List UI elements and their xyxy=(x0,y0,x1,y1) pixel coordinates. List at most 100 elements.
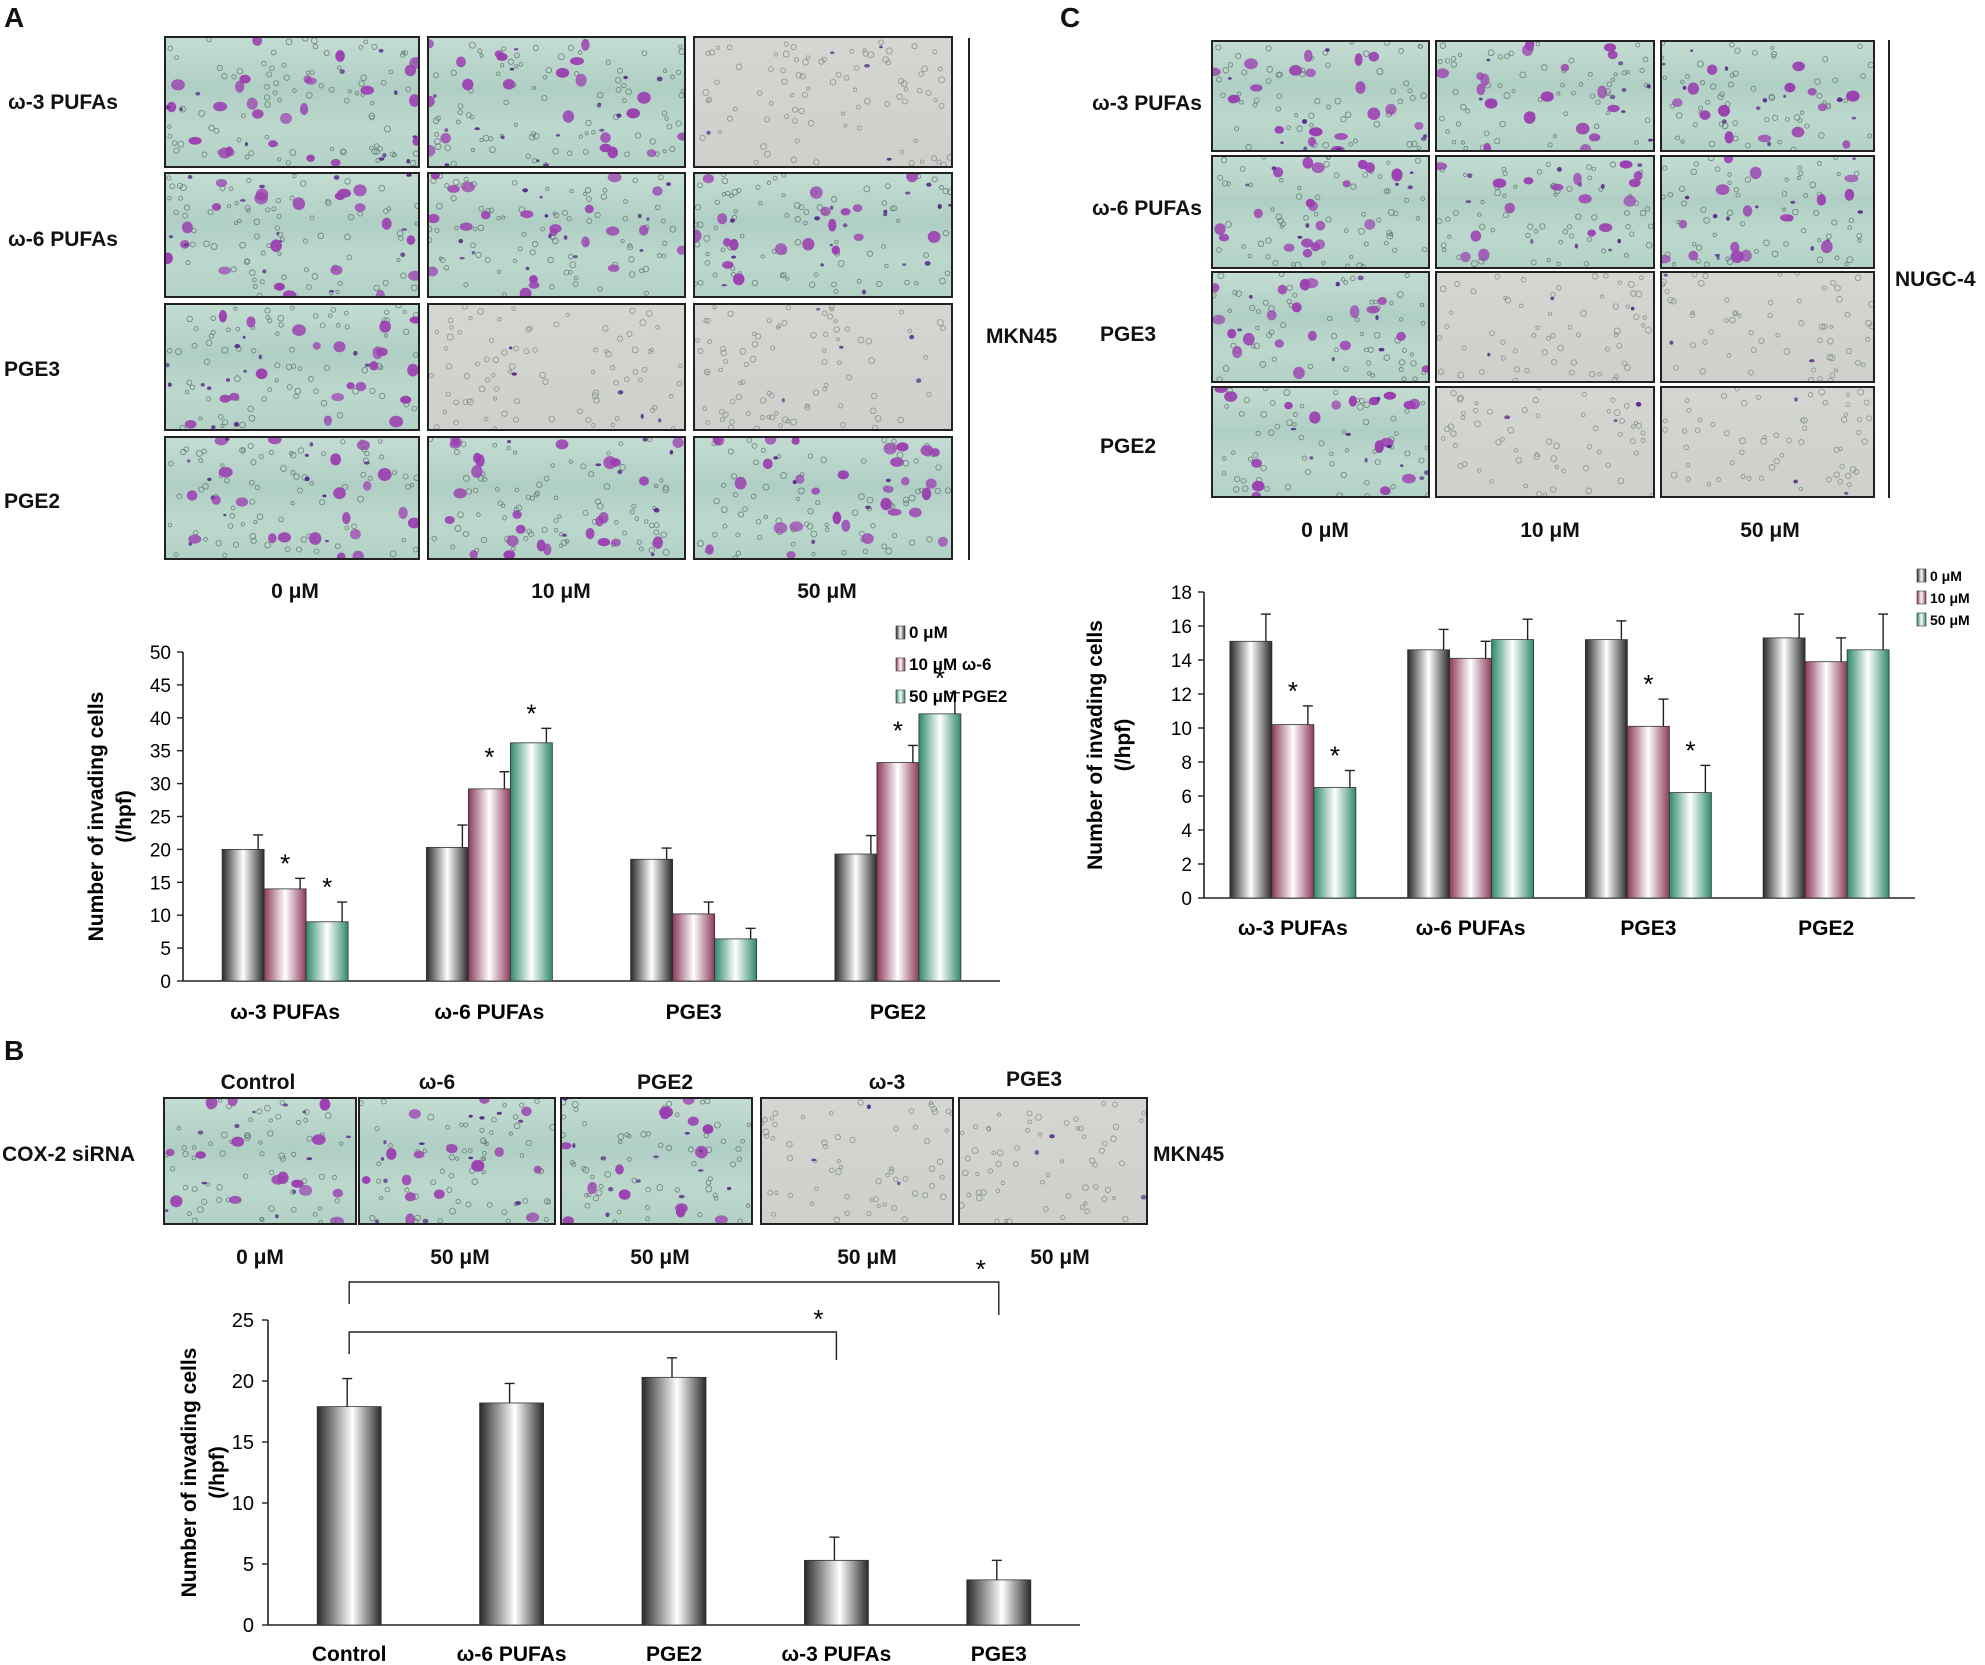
membrane-pore xyxy=(1463,146,1469,150)
stained-cell xyxy=(1383,391,1397,400)
membrane-pore xyxy=(759,414,765,420)
stained-cell xyxy=(608,1186,614,1192)
membrane-pore xyxy=(1610,77,1616,82)
membrane-pore xyxy=(794,138,800,144)
membrane-pore xyxy=(678,92,684,99)
membrane-pore xyxy=(567,44,574,51)
membrane-pore xyxy=(1336,492,1344,496)
membrane-pore xyxy=(400,272,407,279)
membrane-pore xyxy=(357,495,365,503)
micrograph-texture xyxy=(429,38,684,166)
membrane-pore xyxy=(616,1209,622,1215)
stained-cell xyxy=(1290,427,1297,431)
membrane-pore xyxy=(960,1130,965,1136)
membrane-pore xyxy=(1035,1113,1043,1121)
membrane-pore xyxy=(264,134,270,140)
membrane-pore xyxy=(1768,93,1775,100)
membrane-pore xyxy=(1641,323,1646,328)
membrane-pore xyxy=(478,205,485,212)
membrane-pore xyxy=(772,1110,779,1117)
membrane-pore xyxy=(931,176,938,183)
membrane-pore xyxy=(875,1178,882,1185)
membrane-pore xyxy=(276,157,282,162)
membrane-pore xyxy=(784,113,790,119)
membrane-pore xyxy=(1591,166,1596,172)
stained-cell xyxy=(1213,67,1221,76)
stained-cell xyxy=(1364,457,1368,463)
stained-cell xyxy=(275,1214,279,1219)
membrane-pore xyxy=(259,279,265,285)
membrane-pore xyxy=(926,536,933,543)
membrane-pore xyxy=(348,214,355,221)
membrane-pore xyxy=(1662,165,1668,171)
panel-a-col-label-2: 10 μM xyxy=(531,580,591,603)
membrane-pore xyxy=(1816,92,1823,99)
membrane-pore xyxy=(264,101,271,108)
membrane-pore xyxy=(1356,262,1363,267)
membrane-pore xyxy=(566,150,573,157)
x-category-label: ω-3 PUFAs xyxy=(781,1643,891,1665)
membrane-pore xyxy=(514,52,520,59)
stained-cell xyxy=(1232,346,1243,359)
membrane-pore xyxy=(377,146,383,152)
membrane-pore xyxy=(1536,169,1543,175)
stained-cell xyxy=(468,1156,474,1160)
stained-cell xyxy=(1284,401,1293,410)
membrane-pore xyxy=(1732,120,1739,126)
membrane-pore xyxy=(1571,90,1576,96)
membrane-pore xyxy=(334,1198,340,1204)
membrane-pore xyxy=(1373,299,1378,305)
membrane-pore xyxy=(1364,493,1370,496)
stained-cell xyxy=(1355,81,1366,94)
stained-cell xyxy=(937,204,942,209)
stained-cell xyxy=(201,1181,208,1185)
membrane-pore xyxy=(1345,263,1350,267)
membrane-pore xyxy=(838,1164,844,1170)
membrane-pore xyxy=(1817,237,1822,243)
membrane-pore xyxy=(792,117,798,124)
membrane-pore xyxy=(1292,412,1298,417)
membrane-pore xyxy=(840,111,845,116)
membrane-pore xyxy=(525,1139,532,1147)
membrane-pore xyxy=(1826,233,1832,240)
membrane-pore xyxy=(256,513,264,521)
membrane-pore xyxy=(1667,191,1674,198)
panel-a-col-label-1: 0 μM xyxy=(271,580,319,603)
membrane-pore xyxy=(1073,1116,1079,1122)
stained-cell xyxy=(239,74,251,84)
membrane-pore xyxy=(1461,345,1467,351)
membrane-pore xyxy=(872,424,879,429)
membrane-pore xyxy=(1386,232,1394,240)
membrane-pore xyxy=(266,243,272,249)
membrane-pore xyxy=(396,229,404,237)
membrane-pore xyxy=(430,1179,437,1186)
stained-cell xyxy=(702,174,714,184)
stained-cell xyxy=(562,533,567,537)
membrane-pore xyxy=(1758,475,1765,481)
stained-cell xyxy=(781,398,785,403)
membrane-pore xyxy=(1843,98,1848,104)
stained-cell xyxy=(1274,126,1284,134)
membrane-pore xyxy=(1407,88,1413,94)
membrane-pore xyxy=(1857,238,1862,243)
membrane-pore xyxy=(1341,429,1347,435)
membrane-pore xyxy=(167,45,174,52)
membrane-pore xyxy=(697,540,704,547)
stained-cell xyxy=(211,203,222,211)
membrane-pore xyxy=(536,481,543,488)
membrane-pore xyxy=(1344,228,1349,233)
membrane-pore xyxy=(1591,214,1598,221)
membrane-pore xyxy=(1530,259,1537,266)
membrane-pore xyxy=(1662,194,1666,200)
membrane-pore xyxy=(519,1153,525,1158)
membrane-pore xyxy=(1593,123,1600,130)
membrane-pore xyxy=(638,546,644,552)
membrane-pore xyxy=(256,1108,263,1115)
membrane-pore xyxy=(727,424,734,429)
stained-cell xyxy=(820,263,824,267)
membrane-pore xyxy=(771,1211,776,1217)
stained-cell xyxy=(544,214,549,218)
stained-cell xyxy=(330,453,341,466)
membrane-pore xyxy=(357,210,364,217)
membrane-pore xyxy=(448,1154,455,1161)
